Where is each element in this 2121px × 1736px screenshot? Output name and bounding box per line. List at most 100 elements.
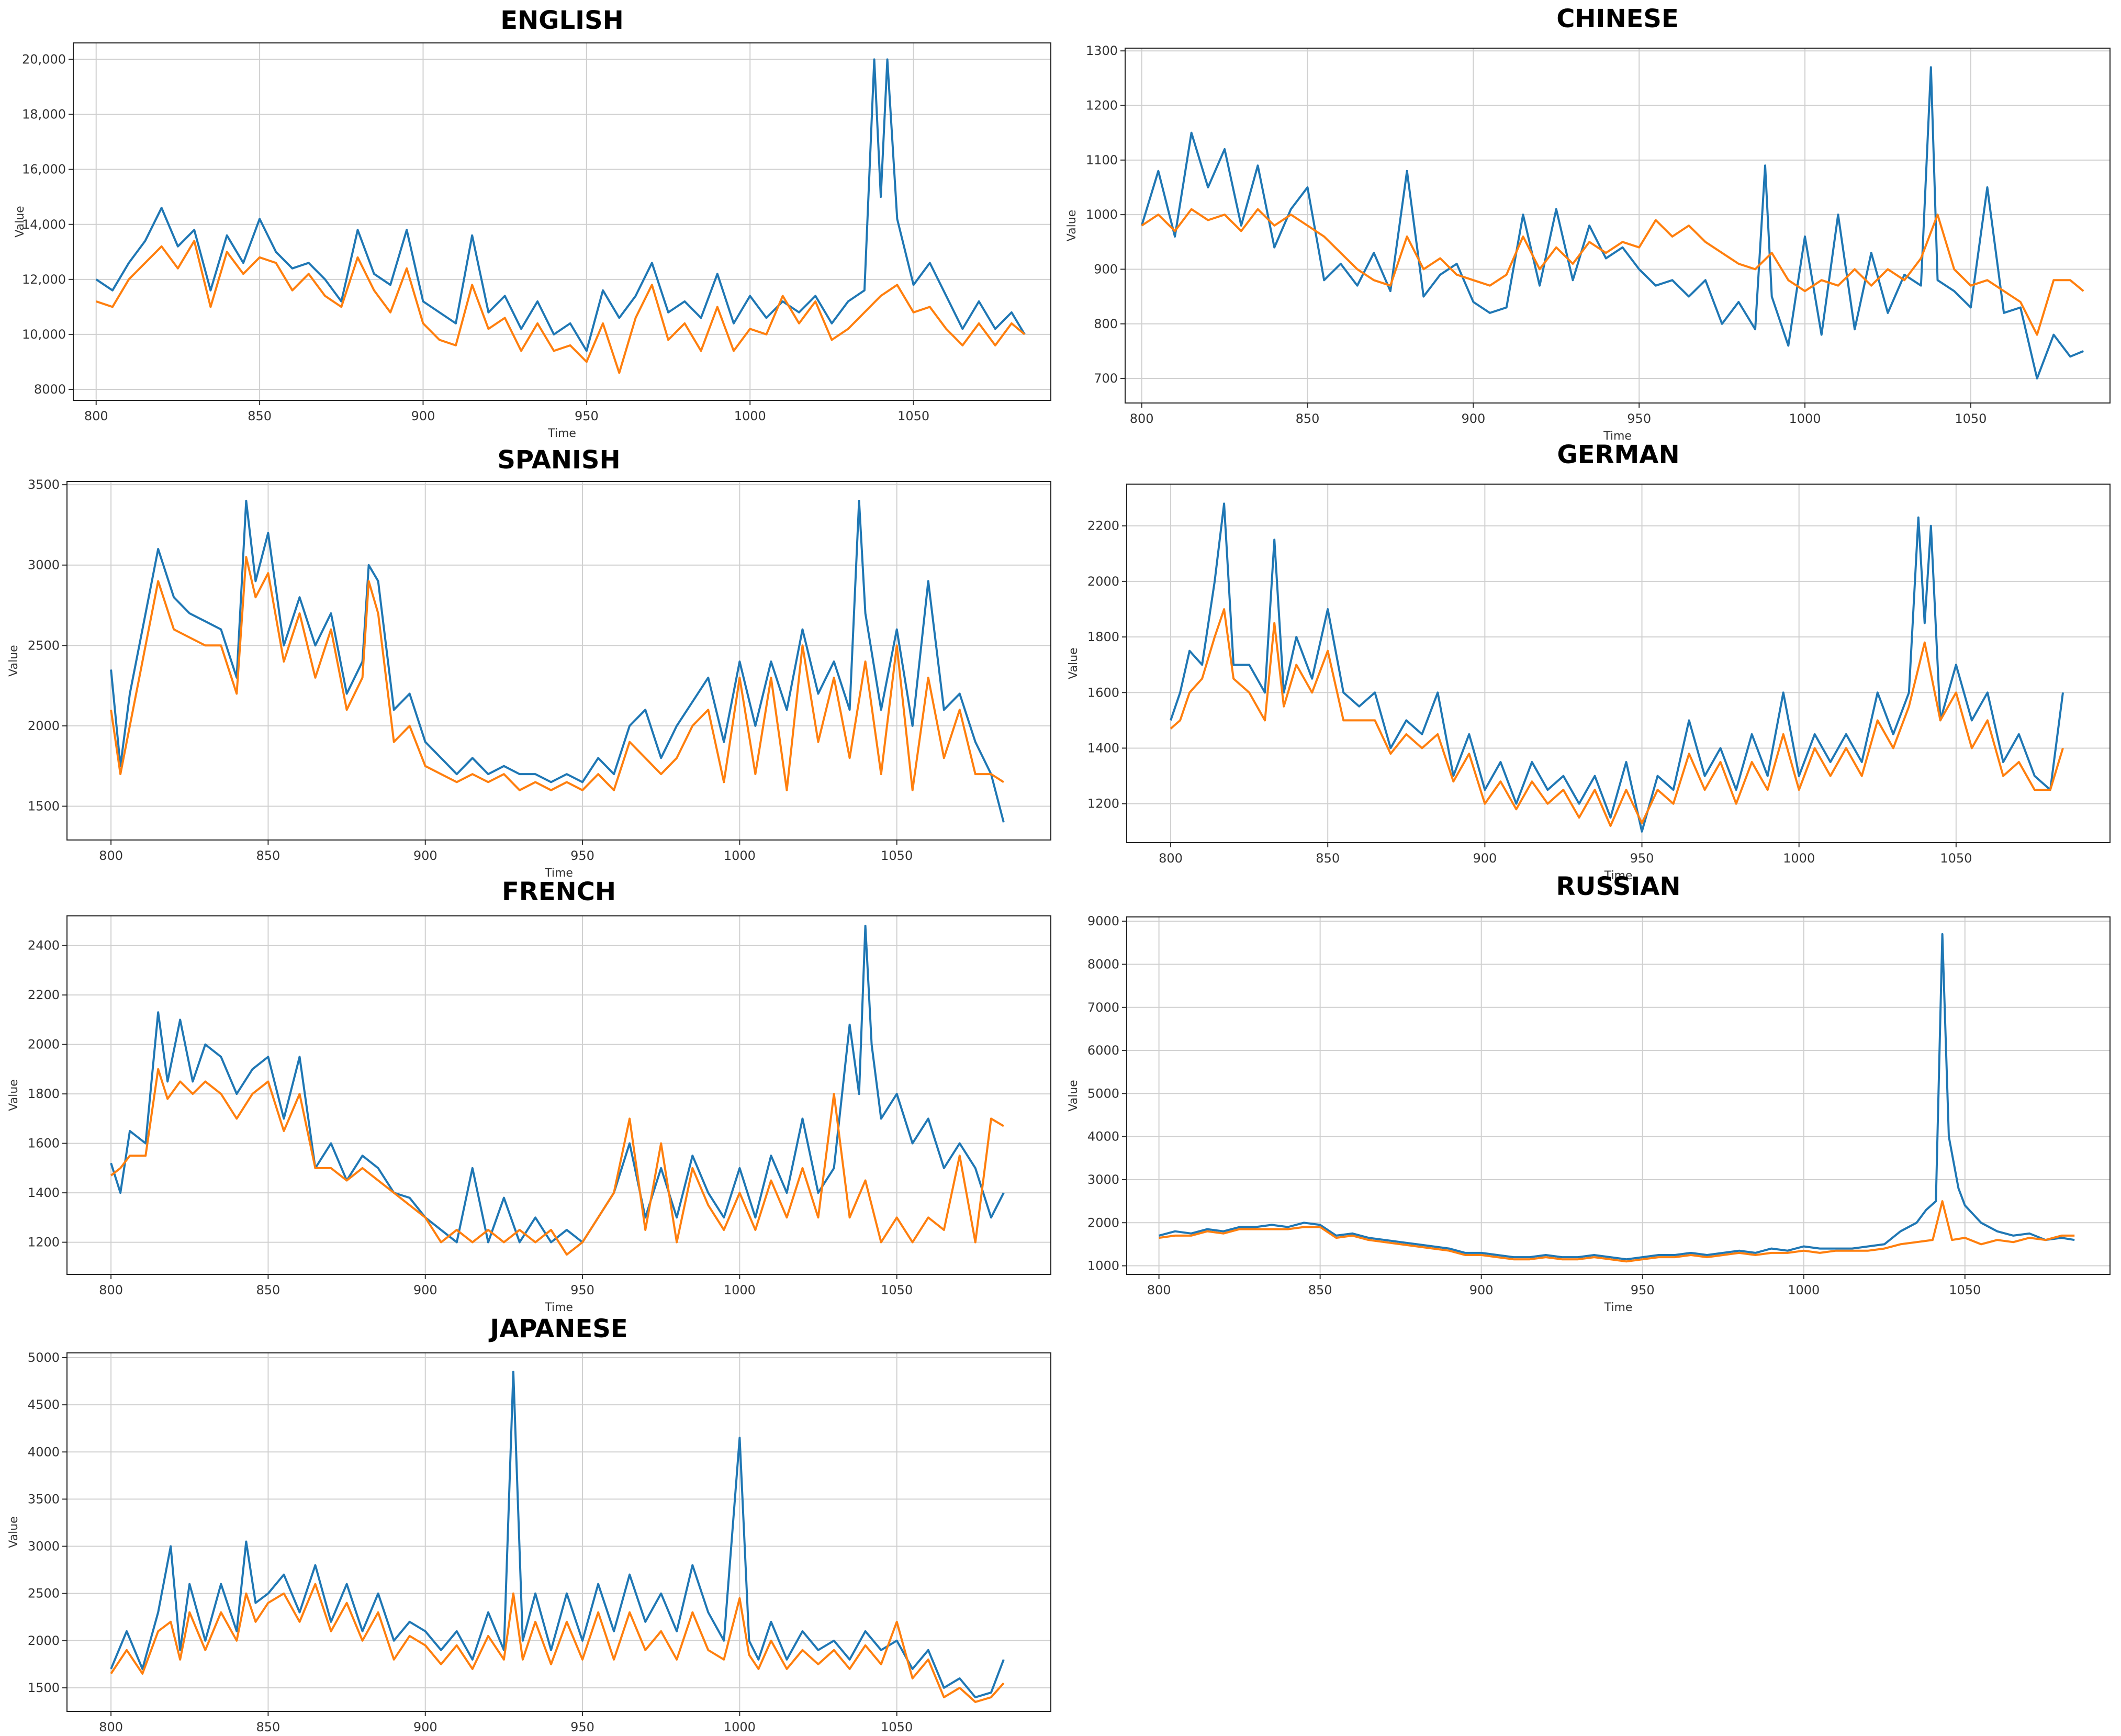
chinese-xtick-label: 950 — [1627, 411, 1651, 426]
french-title: FRENCH — [502, 877, 616, 906]
french-ytick-label: 2400 — [28, 938, 60, 953]
japanese-xtick-label: 900 — [413, 1720, 437, 1734]
english-axes-frame — [73, 42, 1051, 401]
spanish-ytick-label: 2000 — [28, 719, 60, 733]
russian-ytick-label: 7000 — [1087, 1000, 1119, 1015]
english-title: ENGLISH — [500, 6, 624, 35]
german-xtick-label: 900 — [1473, 851, 1497, 866]
russian-ytick-label: 9000 — [1087, 914, 1119, 928]
english-series-actual — [95, 58, 1026, 352]
spanish-xlabel: Time — [544, 867, 573, 880]
german-ytick-label: 1600 — [1087, 685, 1119, 700]
french-axes-frame — [66, 915, 1051, 1275]
japanese-ytick-label: 2500 — [28, 1586, 60, 1601]
russian-axes-frame — [1126, 916, 2111, 1275]
chinese-xlabel: Time — [1603, 430, 1632, 443]
spanish-series-predicted — [110, 556, 1004, 791]
english-series-predicted — [96, 240, 1026, 374]
chinese-ytick-label: 1100 — [1086, 153, 1118, 167]
english-ytick-label: 8000 — [34, 382, 66, 397]
french-xlabel: Time — [544, 1301, 573, 1314]
chinese-panel: 800 850 900 950 1000 1050 700 800 900 1000 1100 120… — [1065, 4, 2111, 443]
russian-xtick-label: 1000 — [1788, 1283, 1820, 1297]
french-xtick-label: 900 — [413, 1283, 437, 1297]
english-xlabel: Time — [547, 427, 576, 440]
russian-ytick-label: 4000 — [1087, 1129, 1119, 1144]
russian-xtick-label: 1050 — [1949, 1283, 1981, 1297]
spanish-xtick-label: 900 — [413, 848, 437, 863]
spanish-panel: 800 850 900 950 1000 1050 1500 2000 2500 3000 3500… — [7, 445, 1051, 880]
japanese-title: JAPANESE — [488, 1314, 627, 1343]
chinese-series-actual — [1140, 66, 2084, 380]
chinese-ytick-label: 700 — [1094, 371, 1118, 386]
chinese-xtick-label: 800 — [1130, 411, 1154, 426]
french-xtick-label: 950 — [570, 1283, 594, 1297]
english-xtick-label: 1050 — [897, 409, 929, 423]
english-ytick-label: 14,000 — [22, 217, 66, 232]
german-ylabel: Value — [1067, 647, 1080, 679]
japanese-xtick-label: 1000 — [724, 1720, 756, 1734]
spanish-xtick-label: 800 — [99, 848, 123, 863]
spanish-ylabel: Value — [7, 645, 20, 676]
english-ytick-label: 20,000 — [22, 52, 66, 67]
english-panel: 800 850 900 950 1000 1050 8000 10,000 12,000 14,0… — [14, 6, 1051, 440]
russian-ylabel: Value — [1067, 1080, 1080, 1111]
german-xtick-label: 1000 — [1783, 851, 1815, 866]
english-ytick-label: 12,000 — [22, 272, 66, 287]
english-xtick-label: 850 — [248, 409, 272, 423]
japanese-xtick-label: 950 — [570, 1720, 594, 1734]
english-xtick-label: 900 — [411, 409, 435, 423]
french-series-actual — [110, 924, 1005, 1244]
german-series-actual — [1170, 502, 2064, 833]
german-xtick-label: 1050 — [1940, 851, 1972, 866]
spanish-axes-frame — [66, 481, 1051, 841]
russian-panel: 800 850 900 950 1000 1050 1000 2000 3000 4000 5000… — [1067, 872, 2111, 1314]
german-series-predicted — [1170, 608, 2064, 827]
english-xtick-label: 950 — [575, 409, 599, 423]
chinese-title: CHINESE — [1556, 4, 1679, 33]
russian-xlabel: Time — [1604, 1301, 1633, 1314]
german-ytick-label: 1800 — [1087, 630, 1119, 644]
german-axes-frame — [1126, 484, 2111, 843]
russian-ytick-label: 2000 — [1087, 1215, 1119, 1230]
chinese-ylabel: Value — [1065, 210, 1079, 241]
german-xtick-label: 950 — [1630, 851, 1654, 866]
french-ytick-label: 2000 — [28, 1037, 60, 1052]
chinese-axes-frame — [1125, 48, 2111, 404]
french-panel: 800 850 900 950 1000 1050 1200 1400 1600 1800 2000… — [7, 877, 1051, 1314]
japanese-panel: 800 850 900 950 1000 1050 1500 2000 2500 3000 3500… — [7, 1314, 1051, 1734]
japanese-xtick-label: 850 — [256, 1720, 280, 1734]
russian-xtick-label: 950 — [1631, 1283, 1655, 1297]
english-xtick-label: 800 — [84, 409, 108, 423]
japanese-series-actual — [110, 1371, 1005, 1698]
german-xtick-label: 850 — [1316, 851, 1340, 866]
russian-xtick-label: 900 — [1469, 1283, 1494, 1297]
spanish-ytick-label: 1500 — [28, 799, 60, 813]
russian-title: RUSSIAN — [1556, 872, 1680, 901]
russian-series-actual — [1159, 933, 2075, 1261]
french-ytick-label: 2200 — [28, 988, 60, 1002]
french-ytick-label: 1200 — [28, 1235, 60, 1250]
spanish-title: SPANISH — [497, 445, 620, 475]
english-ylabel: Value — [14, 206, 27, 237]
japanese-xtick-label: 1050 — [881, 1720, 913, 1734]
russian-ytick-label: 8000 — [1087, 957, 1119, 972]
russian-ytick-label: 5000 — [1087, 1086, 1119, 1101]
spanish-xtick-label: 1000 — [724, 848, 756, 863]
chinese-xtick-label: 1050 — [1955, 411, 1987, 426]
chinese-ytick-label: 1300 — [1086, 43, 1118, 58]
russian-series-predicted — [1159, 1200, 2075, 1263]
russian-ytick-label: 6000 — [1087, 1043, 1119, 1058]
japanese-ytick-label: 5000 — [28, 1350, 60, 1365]
german-ytick-label: 1400 — [1087, 741, 1119, 755]
german-title: GERMAN — [1557, 440, 1679, 469]
chinese-ytick-label: 800 — [1094, 317, 1118, 331]
russian-xtick-label: 800 — [1147, 1283, 1171, 1297]
german-ytick-label: 2200 — [1087, 519, 1119, 533]
russian-ytick-label: 1000 — [1087, 1259, 1119, 1273]
spanish-ytick-label: 3500 — [28, 477, 60, 492]
french-ytick-label: 1800 — [28, 1087, 60, 1101]
french-xtick-label: 1000 — [724, 1283, 756, 1297]
japanese-axes-frame — [66, 1352, 1051, 1712]
